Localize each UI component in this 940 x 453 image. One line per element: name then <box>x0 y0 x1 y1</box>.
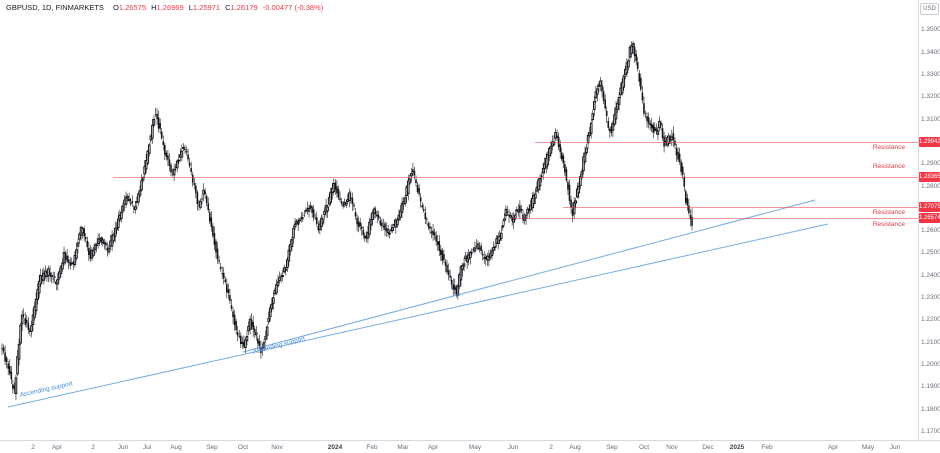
price-tick: 1.21000 <box>921 338 940 346</box>
close-value: 1.26179 <box>230 3 258 12</box>
change-value: -0.00477 (-0.38%) <box>262 3 324 12</box>
time-tick: 2 <box>549 444 553 451</box>
resistance-line[interactable] <box>563 207 918 208</box>
symbol-legend: GBPUSD, 1D, FINMARKETS O1.26575 H1.26969… <box>6 3 323 12</box>
resistance-label[interactable]: Resistance <box>872 221 905 228</box>
resistance-label[interactable]: Resistance <box>872 209 905 216</box>
time-tick: May <box>861 444 875 451</box>
price-tick: 1.26000 <box>921 226 940 234</box>
time-tick: Feb <box>761 444 773 451</box>
price-tick: 1.28000 <box>921 182 940 190</box>
time-tick: May <box>468 444 482 451</box>
price-tick: 1.19000 <box>921 382 940 390</box>
price-axis-separator <box>918 0 919 440</box>
time-tick: 2 <box>31 444 35 451</box>
time-tick: Oct <box>638 444 650 451</box>
time-tick: Aug <box>569 444 581 451</box>
time-tick: Jun <box>889 444 901 451</box>
time-tick: Sep <box>606 444 618 451</box>
open-value: 1.26575 <box>118 3 146 12</box>
resistance-price-badge: 1.29942 <box>919 137 940 147</box>
price-tick: 1.25000 <box>921 248 940 256</box>
time-tick: Dec <box>702 444 714 451</box>
low-label: L <box>188 3 193 12</box>
price-tick: 1.22000 <box>921 315 940 323</box>
time-axis-separator <box>0 440 940 441</box>
price-tick: 1.32000 <box>921 92 940 100</box>
price-tick: 1.24000 <box>921 271 940 279</box>
time-tick: 2 <box>91 444 95 451</box>
price-tick: 1.33000 <box>921 70 940 78</box>
time-tick: Sep <box>206 444 218 451</box>
price-tick: 1.18000 <box>921 405 940 413</box>
resistance-price-badge: 1.27075 <box>919 202 940 212</box>
symbol-title[interactable]: GBPUSD, 1D, FINMARKETS <box>6 3 104 12</box>
price-tick: 1.31000 <box>921 115 940 123</box>
low-value: 1.25971 <box>192 3 221 12</box>
price-tick: 1.20000 <box>921 360 940 368</box>
time-tick: Feb <box>366 444 378 451</box>
price-tick: 1.23000 <box>921 293 940 301</box>
high-label: H <box>151 3 157 12</box>
resistance-label[interactable]: Resistance <box>872 163 905 170</box>
time-tick: Mar <box>397 444 409 451</box>
resistance-label[interactable]: Resistance <box>872 144 905 151</box>
time-tick: Oct <box>237 444 249 451</box>
open-label: O <box>113 3 119 12</box>
time-tick: Aug <box>170 444 182 451</box>
price-tick: 1.29000 <box>921 159 940 167</box>
high-value: 1.26969 <box>156 3 184 12</box>
time-tick: Jul <box>142 444 152 451</box>
time-tick: Apr <box>51 444 63 451</box>
time-tick: Apr <box>827 444 839 451</box>
resistance-line[interactable] <box>113 177 918 178</box>
time-tick: Jun <box>507 444 519 451</box>
close-label: C <box>225 3 231 12</box>
time-tick: 2024 <box>327 444 343 451</box>
time-tick: Jun <box>117 444 129 451</box>
time-tick: 2025 <box>729 444 745 451</box>
time-tick: Nov <box>666 444 678 451</box>
price-tick: 1.34000 <box>921 48 940 56</box>
resistance-line[interactable] <box>513 218 918 219</box>
time-tick: Apr <box>427 444 439 451</box>
resistance-price-badge: 1.26574 <box>919 213 940 223</box>
price-tick: 1.35000 <box>921 25 940 33</box>
price-tick: 1.17000 <box>921 427 940 435</box>
currency-unit-badge[interactable]: USD <box>920 3 939 15</box>
resistance-price-badge: 1.28365 <box>919 172 940 182</box>
time-tick: Nov <box>271 444 283 451</box>
resistance-line[interactable] <box>535 142 918 143</box>
